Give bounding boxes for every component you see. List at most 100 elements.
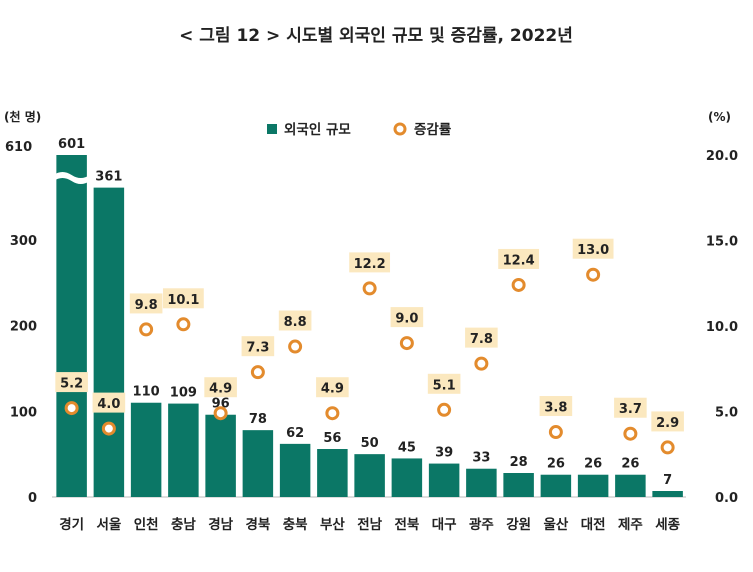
category-경북: 경북 [245, 516, 270, 533]
rate-marker-전북 [399, 336, 414, 351]
bar-경기 [56, 155, 87, 497]
bar-대전 [577, 474, 609, 497]
bar-서울 [93, 187, 125, 498]
axes: 0 100 200 300 610 0.0 5.0 10.0 15.0 20.0 [5, 140, 738, 506]
left-tick-1: 100 [10, 405, 37, 420]
bar-value-울산: 26 [547, 457, 565, 472]
rate-label-전남-bg [349, 252, 391, 273]
rate-label-광주-bg [465, 327, 498, 348]
bar-충북 [279, 443, 311, 497]
bar-value-충북: 62 [286, 426, 304, 441]
right-tick-3: 15.0 [706, 235, 738, 250]
bar-전남 [354, 454, 385, 497]
rate-label-서울: 4.0 [97, 397, 120, 412]
category-충남: 충남 [171, 516, 196, 533]
rate-label-전남: 12.2 [354, 257, 386, 272]
rate-marker-대전 [586, 267, 601, 282]
rate-label-경북: 7.3 [246, 341, 269, 356]
bar-value-부산: 56 [323, 431, 341, 446]
bar-울산 [540, 474, 572, 497]
rate-label-충남: 10.1 [167, 293, 199, 308]
rate-label-전북-bg [390, 307, 424, 328]
rate-marker-강원 [511, 277, 526, 292]
rate-label-경남-bg [204, 377, 237, 398]
rate-label-서울-bg [92, 392, 126, 413]
bar-제주 [615, 474, 646, 497]
rate-marker-경기 [64, 401, 79, 416]
rate-label-대구-bg [427, 373, 461, 394]
rate-label-인천-bg [129, 293, 163, 314]
legend-bar-swatch [267, 124, 277, 134]
category-충북: 충북 [283, 517, 308, 533]
rate-marker-경남 [213, 406, 228, 421]
bar-강원 [503, 473, 534, 497]
rate-label-경북-bg [241, 336, 275, 357]
right-tick-4: 20.0 [706, 149, 738, 164]
category-경기: 경기 [59, 516, 84, 533]
category-전남: 전남 [357, 516, 382, 533]
rate-label-강원: 12.4 [503, 253, 535, 268]
bar-대구 [428, 463, 460, 497]
bar-value-전북: 45 [398, 440, 416, 455]
right-axis-unit: (%) [708, 110, 731, 124]
rate-label-충북-bg [278, 310, 312, 331]
rate-label-인천: 9.8 [135, 298, 158, 313]
rate-marker-충남 [176, 317, 191, 332]
legend-bar-label: 외국인 규모 [284, 121, 351, 138]
category-서울: 서울 [96, 516, 121, 533]
bar-value-세종: 7 [663, 473, 672, 488]
left-axis-unit: (천 명) [4, 109, 41, 124]
rate-marker-경북 [250, 365, 265, 380]
rate-label-충북: 8.8 [284, 315, 307, 330]
rate-marker-광주 [474, 356, 489, 371]
category-세종: 세종 [655, 517, 680, 533]
right-tick-2: 10.0 [706, 320, 738, 335]
bar-경북 [242, 430, 274, 497]
rate-label-세종-bg [651, 411, 684, 432]
rate-label-제주-bg [614, 397, 647, 418]
left-tick-3: 300 [10, 234, 37, 249]
legend: 외국인 규모 증감률 [267, 121, 452, 138]
chart-title: < 그림 12 > 시도별 외국인 규모 및 증감률, 2022년 [179, 26, 573, 46]
rate-label-부산: 4.9 [321, 382, 344, 397]
left-tick-0: 0 [28, 491, 37, 506]
rate-label-세종: 2.9 [656, 416, 679, 431]
rate-marker-인천 [139, 322, 154, 337]
rate-label-울산-bg [539, 396, 573, 417]
rate-label-대전-bg [572, 238, 614, 259]
rate-label-경기-bg [55, 372, 88, 393]
rate-label-부산-bg [316, 377, 349, 398]
rate-label-충남-bg [162, 288, 204, 309]
category-울산: 울산 [543, 516, 568, 533]
rate-marker-세종 [660, 440, 675, 455]
category-강원: 강원 [506, 516, 531, 533]
bar-전북 [391, 458, 423, 497]
rate-label-전북: 9.0 [395, 312, 418, 327]
rate-marker-전남 [362, 281, 377, 296]
right-tick-1: 5.0 [715, 406, 738, 421]
rate-label-강원-bg [498, 248, 540, 269]
rate-label-대전: 13.0 [577, 243, 609, 258]
rate-label-울산: 3.8 [544, 401, 567, 416]
bar-value-서울: 361 [95, 170, 122, 185]
category-제주: 제주 [618, 517, 643, 533]
rate-label-제주: 3.7 [619, 402, 642, 417]
legend-marker-label: 증감률 [414, 121, 452, 138]
category-labels: 경기 서울 인천 충남 경남 경북 충북 부산 전남 전북 대구 광주 강원 울산 대전 제주 세종 [59, 516, 680, 533]
rate-series: 5.2 4.0 9.8 10.1 4.9 7.3 8.8 4.9 12.2 9.0 5.1 7.8 12… [55, 238, 684, 455]
category-대구: 대구 [432, 517, 457, 533]
rate-label-경남: 4.9 [209, 382, 232, 397]
bar-value-강원: 28 [510, 455, 528, 470]
rate-marker-부산 [325, 406, 340, 421]
rate-marker-제주 [623, 426, 638, 441]
bar-value-광주: 33 [472, 451, 490, 466]
left-tick-break: 610 [5, 140, 32, 155]
rate-marker-대구 [437, 402, 452, 417]
category-광주: 광주 [469, 516, 494, 533]
axis-break-mark [53, 172, 90, 184]
bar-value-인천: 110 [133, 385, 160, 400]
rate-marker-충북 [288, 339, 303, 354]
bar-value-대전: 26 [584, 457, 602, 472]
